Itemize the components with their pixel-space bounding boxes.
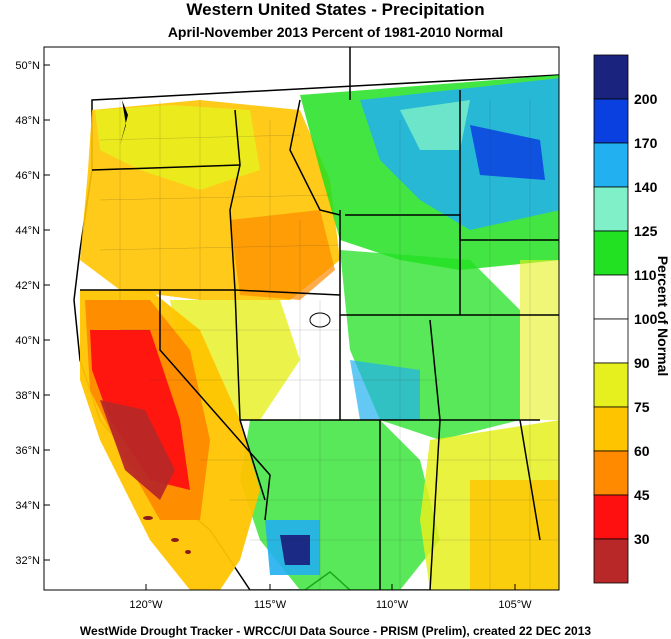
- lat-label-40: 40°N: [15, 335, 40, 347]
- colorbar-label: 170: [634, 135, 658, 151]
- region-montana-125: [400, 100, 470, 150]
- region-arizona-very-wet: [280, 535, 310, 565]
- region-idaho-dry: [230, 210, 335, 300]
- colorbar-label: 110: [634, 267, 657, 283]
- lat-label-44: 44°N: [15, 225, 40, 237]
- state-boundaries: [80, 47, 559, 590]
- puget-sound: [120, 100, 128, 145]
- lat-label-50: 50°N: [15, 60, 40, 72]
- colorbar-label: 140: [634, 179, 658, 195]
- colorbar-swatch: [593, 538, 629, 584]
- region-utah-wet: [350, 360, 420, 420]
- ca-nv-border: [159, 290, 271, 521]
- lon-label-110: 110°W: [376, 599, 409, 611]
- colorbar-swatch: [593, 494, 629, 540]
- colorbar-swatch: [593, 362, 629, 408]
- region-montana-very-wet: [470, 125, 545, 180]
- channel-island: [143, 516, 153, 520]
- region-wa-near-normal: [95, 105, 260, 190]
- lat-label-46: 46°N: [15, 170, 40, 182]
- lat-label-34: 34°N: [15, 500, 40, 512]
- great-salt-lake: [309, 312, 331, 328]
- county-boundaries: [99, 100, 559, 590]
- region-texas-below-normal: [470, 480, 559, 590]
- colorbar-swatch: [593, 54, 629, 100]
- id-mt-border: [289, 99, 341, 216]
- tx-border: [519, 419, 541, 541]
- colorbar-label: 200: [634, 91, 658, 107]
- lat-label-32: 32°N: [15, 555, 40, 567]
- colorbar-swatch: [593, 186, 629, 232]
- channel-island: [185, 550, 191, 554]
- colorbar-swatch: [593, 406, 629, 452]
- lat-label-38: 38°N: [15, 390, 40, 402]
- longitude-axis: 120°W 115°W 110°W 105°W: [129, 584, 532, 611]
- map-subtitle: April-November 2013 Percent of 1981-2010…: [167, 24, 504, 40]
- colorbar-label: 75: [634, 399, 650, 415]
- colorbar-label: 100: [634, 311, 658, 327]
- colorbar-label: 60: [634, 443, 650, 459]
- footer-credit: WestWide Drought Tracker - WRCC/UI Data …: [79, 624, 592, 638]
- colorbar-label: 30: [634, 531, 650, 547]
- colorbar: 200 170 140 125 110 100 90 75 60 45 30: [593, 54, 658, 584]
- region-eastern-plains: [520, 260, 559, 420]
- lon-label-120: 120°W: [129, 599, 163, 611]
- lat-label-48: 48°N: [15, 115, 40, 127]
- wa-or-border: [91, 164, 241, 171]
- colorbar-swatch: [593, 98, 629, 144]
- region-california-driest: [100, 400, 175, 500]
- lon-label-115: 115°W: [254, 599, 287, 611]
- lat-label-42: 42°N: [15, 280, 40, 292]
- lon-label-105: 105°W: [498, 599, 532, 611]
- co-nm-border: [429, 319, 441, 590]
- colorbar-swatch: [593, 274, 629, 320]
- colorbar-label: 125: [634, 223, 658, 239]
- map-frame: [43, 46, 560, 591]
- map-title: Western United States - Precipitation: [186, 0, 485, 19]
- colorbar-swatch: [593, 230, 629, 276]
- lat-label-36: 36°N: [15, 445, 40, 457]
- colorbar-swatch: [593, 318, 629, 364]
- latitude-axis: 50°N 48°N 46°N 44°N 42°N 40°N 38°N 36°N …: [15, 60, 50, 567]
- colorbar-swatch: [593, 450, 629, 496]
- colorbar-title: Percent of Normal: [655, 256, 671, 377]
- or-id-border: [229, 109, 241, 291]
- channel-island: [171, 538, 179, 542]
- map-area: [44, 47, 559, 590]
- colorbar-swatch: [593, 142, 629, 188]
- colorbar-label: 45: [634, 487, 650, 503]
- colorbar-label: 90: [634, 355, 650, 371]
